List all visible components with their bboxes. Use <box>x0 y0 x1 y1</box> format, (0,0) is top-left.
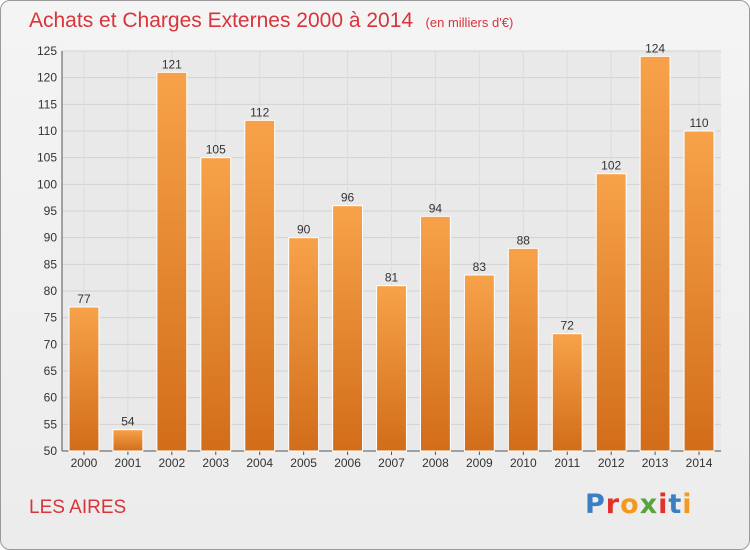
commune-label: LES AIRES <box>29 497 127 518</box>
bar-value-label: 112 <box>250 105 269 119</box>
bar-value-label: 72 <box>561 319 575 333</box>
bar <box>551 333 583 452</box>
x-tick-label: 2004 <box>246 456 273 470</box>
y-tick-label: 75 <box>44 311 58 325</box>
y-tick-label: 65 <box>44 364 58 378</box>
x-tick-label: 2009 <box>466 456 493 470</box>
bar <box>639 55 671 452</box>
x-tick-label: 2013 <box>642 456 669 470</box>
bar-value-label: 88 <box>517 233 531 247</box>
x-tick-label: 2011 <box>554 456 580 470</box>
logo-letter: o <box>620 489 640 520</box>
y-tick-label: 105 <box>37 151 57 165</box>
bar-layer <box>68 55 715 452</box>
logo-letter: i <box>682 489 693 520</box>
bar <box>68 306 100 452</box>
chart-subtitle: (en milliers d'€) <box>425 15 514 30</box>
y-tick-label: 125 <box>37 44 57 58</box>
bar <box>112 429 144 452</box>
label-layer: 50 55 60 65 70 75 80 85 90 95 100 105 110 115 120 125 77… <box>37 41 713 470</box>
x-tick-label: 2010 <box>510 456 537 470</box>
bar <box>419 215 451 452</box>
y-tick-label: 70 <box>44 337 58 351</box>
bar-value-label: 90 <box>297 223 311 237</box>
y-tick-label: 110 <box>38 124 57 138</box>
x-tick-label: 2014 <box>686 456 713 470</box>
bar <box>288 237 320 452</box>
bar-value-label: 102 <box>601 159 621 173</box>
logo-letter: i <box>658 489 669 520</box>
y-tick-label: 100 <box>37 177 57 191</box>
bar <box>463 274 495 452</box>
y-tick-label: 95 <box>44 204 58 218</box>
x-tick-label: 2005 <box>290 456 317 470</box>
logo-letter: t <box>668 489 683 520</box>
chart-title: Achats et Charges Externes 2000 à 2014 <box>29 9 414 32</box>
x-tick-label: 2003 <box>202 456 229 470</box>
y-tick-label: 85 <box>44 257 58 271</box>
bar-value-label: 124 <box>645 41 665 55</box>
logo-letter: P <box>585 489 606 520</box>
y-tick-label: 90 <box>44 231 58 245</box>
bar-value-label: 77 <box>77 292 91 306</box>
logo-letter: r <box>605 489 621 520</box>
bar-value-label: 81 <box>385 271 399 285</box>
bar-value-label: 96 <box>341 191 355 205</box>
y-tick-label: 50 <box>44 444 58 458</box>
bar <box>244 119 276 452</box>
bar-value-label: 110 <box>689 116 708 130</box>
bar <box>332 205 364 452</box>
bar-value-label: 105 <box>206 143 226 157</box>
bar <box>200 157 232 452</box>
x-tick-label: 2006 <box>334 456 361 470</box>
x-tick-label: 2008 <box>422 456 449 470</box>
bar-value-label: 121 <box>162 57 182 71</box>
x-tick-label: 2000 <box>71 456 98 470</box>
y-tick-label: 60 <box>44 391 58 405</box>
bar <box>156 71 188 452</box>
x-tick-label: 2002 <box>158 456 185 470</box>
x-tick-label: 2007 <box>378 456 405 470</box>
proxiti-logo: Proxiti <box>585 489 693 520</box>
logo-letter: x <box>639 489 659 520</box>
bar <box>507 247 539 452</box>
bar <box>683 130 715 452</box>
y-tick-label: 80 <box>44 284 58 298</box>
y-tick-label: 120 <box>37 71 57 85</box>
x-tick-label: 2012 <box>598 456 625 470</box>
bar-value-label: 54 <box>121 415 135 429</box>
y-tick-label: 55 <box>44 417 58 431</box>
bar <box>376 285 407 452</box>
bar-value-label: 83 <box>473 260 487 274</box>
title-row: Achats et Charges Externes 2000 à 2014 (… <box>29 9 513 33</box>
y-tick-label: 115 <box>38 97 57 111</box>
x-tick-label: 2001 <box>115 456 142 470</box>
bar <box>595 173 627 452</box>
bar-value-label: 94 <box>429 201 443 215</box>
